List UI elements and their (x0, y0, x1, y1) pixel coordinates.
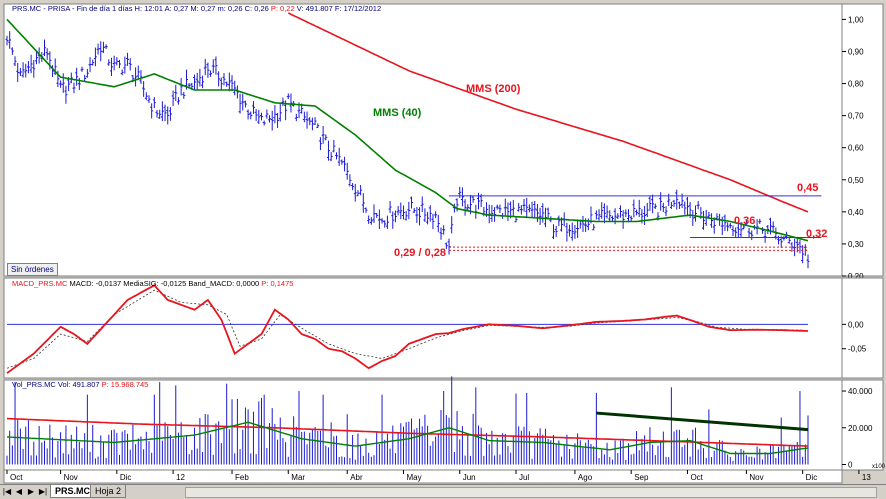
volume-panel-title: Vol_PRS.MC Vol: 491.807 P: 15.968.745 (12, 380, 148, 389)
level-036-label: 0,36 (734, 215, 755, 227)
x-tick-label: Jul (519, 473, 529, 482)
price-panel[interactable]: 1,00 0,90 0,80 0,70 0,60 0,50 0,40 0,30 0,20 (3, 3, 884, 281)
sma40-line (6, 18, 809, 242)
x-axis: Oct Nov Dic 12 Feb Mar Abr May Jun Jul Ago Sep Oct No… (3, 469, 871, 484)
macd-signal-line (6, 289, 808, 369)
price-title-part: PRS.MC - PRISA - Fin de día 1 días H: 12… (12, 4, 271, 13)
macd-panel-title: MACD_PRS.MC MACD: -0,0137 MediaSIG: -0,0… (12, 279, 293, 288)
price-y-tick-label: 0,90 (848, 47, 864, 56)
tab-hoja-2[interactable]: Hoja 2 (90, 485, 127, 498)
macd-plot-area[interactable] (3, 277, 843, 379)
x-tick-label: Mar (291, 473, 305, 482)
volume-y-tick-label: 20.000 (848, 424, 873, 433)
x-tick-label: Nov (749, 473, 763, 482)
resistance-label: 0,45 (797, 182, 818, 194)
price-y-tick-label: 0,20 (848, 272, 864, 281)
x-tick-label: Dic (806, 473, 818, 482)
price-title-part: V: 491.807 F: 17/12/2012 (295, 4, 381, 13)
macd-y-tick-label: -0,05 (848, 345, 867, 354)
sma200-label: MMS (200) (466, 83, 521, 95)
x-tick-label: Dic (120, 473, 132, 482)
sin-ordenes-button[interactable]: Sin órdenes (7, 263, 58, 276)
price-y-tick-label: 1,00 (848, 15, 864, 24)
sheet-tab-bar: |◀ ◀ ▶ ▶| PRS.MC Hoja 2 (0, 484, 886, 499)
vol-title-part: P: 15.968.745 (102, 380, 149, 389)
volume-panel[interactable]: 40.000 20.000 0 (3, 376, 884, 471)
volume-y-axis (841, 379, 884, 471)
x-tick-label: 12 (176, 473, 185, 482)
sma40-label: MMS (40) (373, 107, 422, 119)
volume-average-short-line (6, 421, 809, 455)
price-y-tick-label: 0,60 (848, 144, 864, 153)
x-tick-label: Oct (10, 473, 23, 482)
volume-trend-line (596, 411, 809, 432)
price-y-tick-label: 0,70 (848, 112, 864, 121)
macd-title-part: MACD_PRS.MC (12, 279, 70, 288)
volume-y-tick-label: 0 (848, 460, 853, 469)
x-tick-label: Feb (235, 473, 249, 482)
price-y-axis (841, 3, 884, 277)
last-sheet-icon[interactable]: ▶| (38, 487, 48, 496)
macd-title-part: MACD: -0,0137 MediaSIG: -0,0125 Band_MAC… (70, 279, 262, 288)
horizontal-scrollbar[interactable] (185, 487, 877, 498)
price-y-tick-label: 0,30 (848, 240, 864, 249)
level-032-label: 0,32 (806, 228, 827, 240)
volume-plot-area[interactable] (3, 379, 843, 471)
x-tick-label: Oct (690, 473, 703, 482)
next-sheet-icon[interactable]: ▶ (27, 487, 35, 496)
tab-prs-mc[interactable]: PRS.MC (50, 485, 96, 498)
x-tick-label: Abr (350, 473, 363, 482)
x-tick-label: Jun (463, 473, 476, 482)
first-sheet-icon[interactable]: |◀ (2, 487, 12, 496)
x-tick-label: 13 (862, 473, 871, 482)
x-axis-strip (3, 469, 843, 484)
x-tick-label: Ago (578, 473, 593, 482)
price-plot-area[interactable] (3, 3, 843, 277)
macd-y-axis (841, 277, 884, 379)
vol-title-part: Vol_PRS.MC Vol: 491.807 (12, 380, 102, 389)
x-tick-label: Sep (634, 473, 649, 482)
price-y-tick-label: 0,50 (848, 176, 864, 185)
sma200-line (287, 12, 809, 213)
volume-unit-label: x100 (872, 464, 886, 470)
support-label: 0,29 / 0,28 (394, 247, 446, 259)
macd-panel[interactable]: 0,00 -0,05 (3, 277, 884, 379)
macd-y-tick-label: 0,00 (848, 320, 864, 329)
price-y-tick-label: 0,40 (848, 208, 864, 217)
macd-line (6, 284, 809, 374)
price-title-part: P: 0,22 (271, 4, 295, 13)
macd-title-part: P: 0,1475 (261, 279, 293, 288)
volume-y-tick-label: 40.000 (848, 387, 873, 396)
price-panel-title: PRS.MC - PRISA - Fin de día 1 días H: 12… (12, 4, 381, 13)
x-tick-label: Nov (64, 473, 78, 482)
prev-sheet-icon[interactable]: ◀ (15, 487, 23, 496)
price-y-tick-label: 0,80 (848, 80, 864, 89)
x-tick-label: May (406, 473, 421, 482)
